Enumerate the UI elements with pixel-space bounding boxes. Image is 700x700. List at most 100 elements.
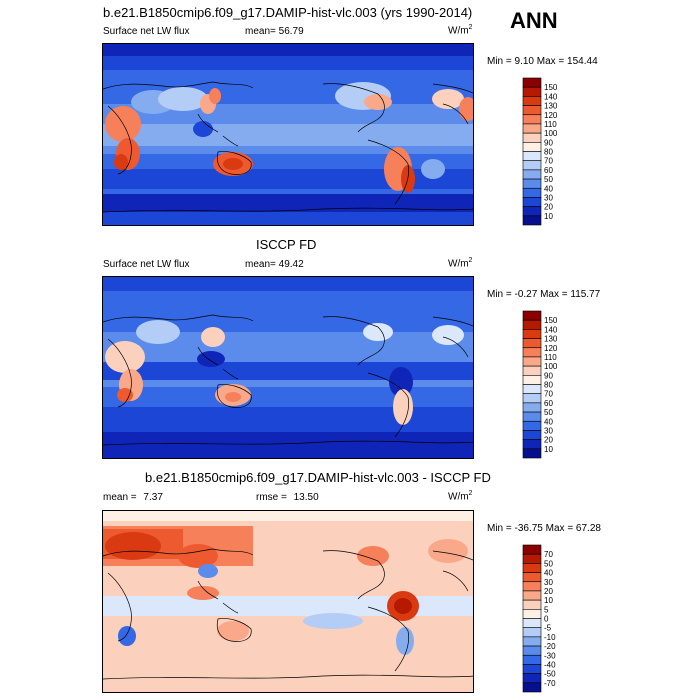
colorbar-tick-label: 130 <box>544 102 558 111</box>
colorbar-tick-label: -40 <box>544 660 556 669</box>
colorbar-swatch <box>522 77 542 88</box>
colorbar-tick-label: 110 <box>544 353 557 362</box>
colorbar-tick-label: 20 <box>544 436 553 445</box>
panel-3-title: b.e21.B1850cmip6.f09_g17.DAMIP-hist-vlc.… <box>145 470 491 485</box>
colorbar-swatch <box>522 572 542 583</box>
panel-1-map <box>102 43 474 226</box>
colorbar-tick-label: 90 <box>544 138 553 147</box>
colorbar-swatch <box>522 142 542 152</box>
panel-3-mean-label: mean = <box>103 492 137 503</box>
colorbar-tick-label: 80 <box>544 381 553 390</box>
panel-2-mean-value: 49.42 <box>278 259 304 270</box>
panel-1-map-svg <box>103 44 473 225</box>
panel-2-units-exp: 2 <box>468 257 473 264</box>
colorbar-swatch <box>522 384 542 394</box>
panel-2-mean-label: mean= <box>245 259 276 270</box>
panel-1-units-exp: 2 <box>468 24 473 31</box>
panel-2-mean: mean= 49.42 <box>245 259 304 270</box>
colorbar-tick-label: 70 <box>544 550 553 559</box>
colorbar-tick-label: 60 <box>544 399 553 408</box>
season-label: ANN <box>510 8 558 33</box>
colorbar-tick-label: 20 <box>544 203 553 212</box>
colorbar-swatch <box>522 618 542 628</box>
colorbar-swatch <box>522 86 542 97</box>
colorbar-tick-label: 40 <box>544 569 553 578</box>
colorbar-swatch <box>522 439 542 450</box>
colorbar-swatch <box>522 329 542 339</box>
colorbar-swatch <box>522 420 542 431</box>
panel-1-mean-label: mean= <box>245 26 276 37</box>
colorbar-tick-label: 30 <box>544 193 553 202</box>
colorbar-tick-label: 50 <box>544 175 553 184</box>
colorbar-swatch <box>522 319 542 330</box>
colorbar-tick-label: 10 <box>544 445 553 454</box>
colorbar-tick-label: 120 <box>544 344 558 353</box>
colorbar-tick-label: 140 <box>544 92 558 101</box>
panel-2-colorbar: 150 140 130 120 110 100 90 80 70 60 50 40 30 20 10 <box>522 310 558 459</box>
colorbar-swatch <box>522 356 542 367</box>
colorbar-swatch <box>522 599 542 610</box>
colorbar-tick-label: -5 <box>544 624 552 633</box>
panel-3-mean: mean = 7.37 <box>103 492 163 503</box>
panel-2-map <box>102 276 474 459</box>
colorbar-swatch <box>522 310 542 321</box>
colorbar-swatch <box>522 654 542 665</box>
colorbar-swatch <box>522 590 542 601</box>
colorbar-swatch <box>522 673 542 684</box>
colorbar-tick-label: 40 <box>544 184 553 193</box>
colorbar-tick-label: 100 <box>544 362 558 371</box>
panel-1-units: W/m2 <box>448 24 472 36</box>
panel-3-units-exp: 2 <box>468 490 473 497</box>
colorbar-tick-label: 90 <box>544 371 553 380</box>
panel-3-colorbar: 70 50 40 30 20 10 5 0 -5 -10 -20 -30 -40 -50 -70 <box>522 544 556 693</box>
colorbar-swatch <box>522 553 542 564</box>
colorbar-tick-label: 110 <box>544 120 557 129</box>
colorbar-tick-label: -70 <box>544 679 556 688</box>
colorbar-swatch <box>522 197 542 207</box>
colorbar-tick-label: 5 <box>544 605 549 614</box>
colorbar-tick-label: 120 <box>544 111 558 120</box>
colorbar-tick-label: 50 <box>544 408 553 417</box>
colorbar-swatch <box>522 169 542 180</box>
colorbar-swatch <box>522 581 542 592</box>
colorbar-swatch <box>522 178 542 189</box>
colorbar-swatch <box>522 96 542 106</box>
colorbar-tick-label: -10 <box>544 633 556 642</box>
panel-2-title: ISCCP FD <box>256 237 317 252</box>
colorbar-tick-label: 30 <box>544 578 553 587</box>
panel-2-variable-label: Surface net LW flux <box>103 259 190 270</box>
panel-3-map-svg <box>103 511 473 692</box>
colorbar-swatch <box>522 365 542 376</box>
colorbar-swatch <box>522 338 542 349</box>
colorbar-swatch <box>522 160 542 171</box>
colorbar-swatch <box>522 105 542 116</box>
panel-1-units-base: W/m <box>448 25 469 37</box>
panel-3-rmse: rmse = 13.50 <box>256 492 319 503</box>
colorbar-swatch <box>522 187 542 198</box>
colorbar-tick-label: 0 <box>544 615 549 624</box>
colorbar-swatch <box>522 609 542 619</box>
panel-3-mean-value: 7.37 <box>143 492 163 503</box>
colorbar-tick-label: 10 <box>544 596 553 605</box>
panel-2-units-base: W/m <box>448 258 469 270</box>
colorbar-swatch <box>522 448 542 459</box>
colorbar-tick-label: 100 <box>544 129 558 138</box>
colorbar-swatch <box>522 563 542 573</box>
colorbar-tick-label: -20 <box>544 642 556 651</box>
colorbar-tick-label: 70 <box>544 390 553 399</box>
colorbar-swatch <box>522 375 542 385</box>
panel-3-minmax: Min = -36.75 Max = 67.28 <box>487 523 601 534</box>
panel-2-units: W/m2 <box>448 257 472 269</box>
colorbar-swatch <box>522 627 542 638</box>
colorbar-swatch <box>522 123 542 134</box>
colorbar-tick-label: 30 <box>544 426 553 435</box>
colorbar-swatch <box>522 151 542 161</box>
colorbar-swatch <box>522 393 542 404</box>
colorbar-tick-label: -30 <box>544 651 556 660</box>
panel-1-colorbar: 150 140 130 120 110 100 90 80 70 60 50 40 30 20 10 <box>522 77 558 226</box>
colorbar-swatch <box>522 682 542 693</box>
colorbar-tick-label: -50 <box>544 670 556 679</box>
colorbar-tick-label: 130 <box>544 335 558 344</box>
